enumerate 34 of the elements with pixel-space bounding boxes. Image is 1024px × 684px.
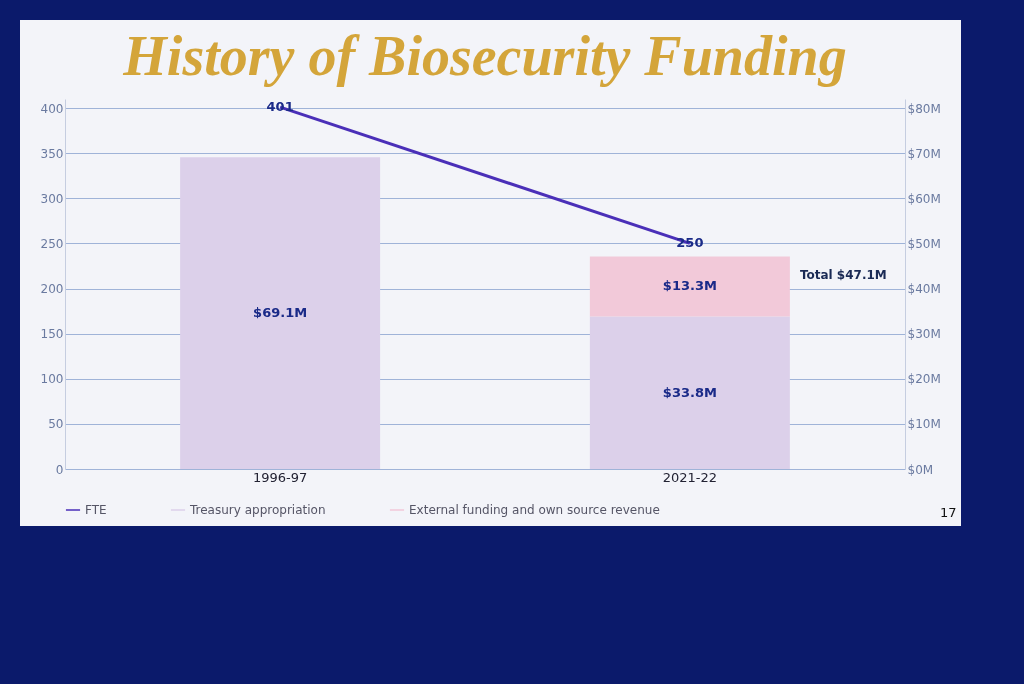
- data-label: 401: [266, 99, 294, 115]
- x-tick-label: 1996-97: [252, 469, 308, 485]
- y-tick-label: 150: [40, 327, 64, 342]
- y-tick-label: 250: [40, 236, 64, 251]
- y2-tick-label: $0M: [907, 462, 934, 477]
- legend-label: FTE: [85, 503, 107, 517]
- total-label: Total $47.1M: [799, 268, 887, 283]
- x-tick-label: 2021-22: [662, 469, 718, 485]
- bar: [589, 316, 790, 469]
- y-tick-label: 200: [40, 282, 64, 297]
- data-label: $33.8M: [662, 384, 717, 400]
- y2-tick-label: $10M: [907, 417, 941, 432]
- y-tick-label: 350: [40, 146, 64, 161]
- data-label: $69.1M: [253, 305, 308, 321]
- y2-tick-label: $60M: [907, 191, 941, 206]
- y-tick-label: 0: [55, 462, 64, 477]
- data-label: $13.3M: [662, 278, 717, 294]
- text: 17: [940, 505, 957, 520]
- y-tick-label: 100: [40, 372, 64, 387]
- y2-tick-label: $40M: [907, 282, 941, 297]
- y-tick-label: 300: [40, 191, 64, 206]
- chart-title: History of Biosecurity Funding: [122, 25, 847, 87]
- bar: [180, 157, 381, 469]
- y2-tick-label: $70M: [907, 146, 941, 161]
- y-tick-label: 400: [40, 101, 64, 116]
- y2-tick-label: $30M: [907, 327, 941, 342]
- bar: [589, 256, 790, 317]
- y2-tick-label: $80M: [907, 101, 941, 116]
- legend-label: Treasury appropriation: [189, 503, 326, 517]
- data-label: 250: [676, 235, 704, 251]
- legend-label: External funding and own source revenue: [409, 503, 660, 517]
- y2-tick-label: $50M: [907, 236, 941, 251]
- y2-tick-label: $20M: [907, 372, 941, 387]
- y-tick-label: 50: [48, 417, 64, 432]
